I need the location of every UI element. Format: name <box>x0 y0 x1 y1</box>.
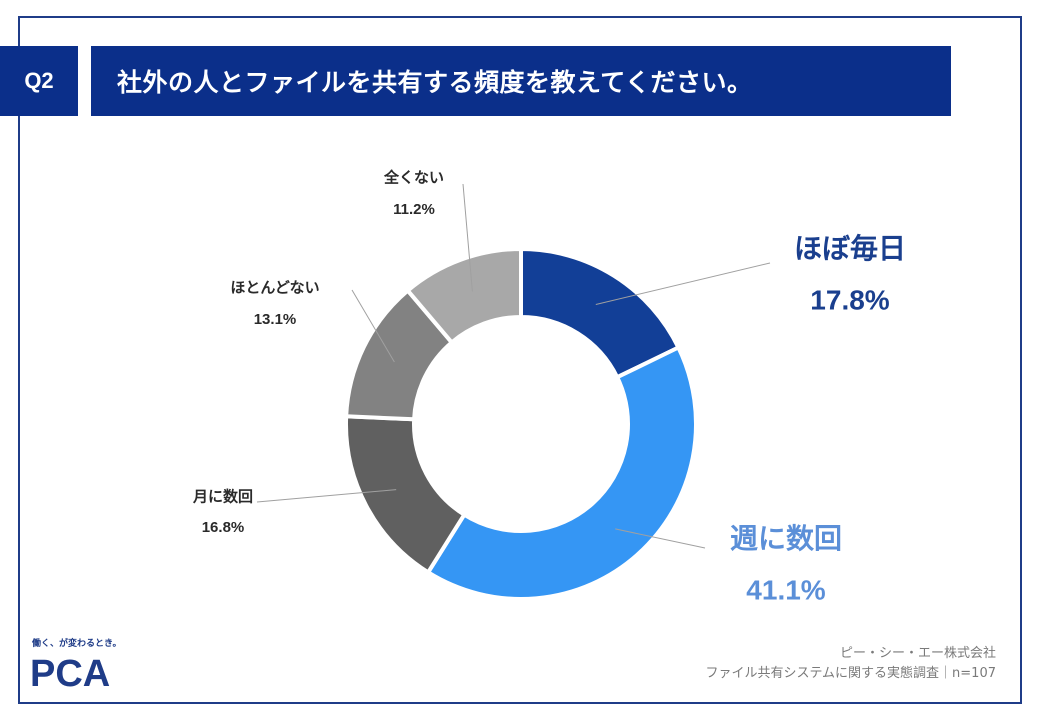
footer-survey: ファイル共有システムに関する実態調査｜n=107 <box>705 666 996 681</box>
leader-line <box>595 262 771 305</box>
value-label: 11.2% <box>393 201 435 218</box>
frame-border <box>18 16 1022 704</box>
brand-tagline: 働く、が変わるとき。 <box>32 639 122 649</box>
leader-line <box>351 289 395 363</box>
footer: ピー・シー・エー株式会社 ファイル共有システムに関する実態調査｜n=107 <box>705 644 996 684</box>
pca-logo: PCA <box>30 653 110 692</box>
leader-line <box>462 183 473 292</box>
category-label: 週に数回 <box>730 522 842 555</box>
donut-slice <box>425 344 698 601</box>
value-label: 41.1% <box>746 574 825 605</box>
category-label: 全くない <box>383 169 444 187</box>
pca-logo-text: PCA <box>30 653 110 692</box>
question-number-badge: Q2 <box>0 46 78 116</box>
value-label: 13.1% <box>254 311 297 328</box>
category-label: 月に数回 <box>192 488 253 506</box>
leader-line <box>615 528 706 549</box>
category-label: ほぼ毎日 <box>794 232 906 265</box>
question-title: 社外の人とファイルを共有する頻度を教えてください。 <box>91 46 951 116</box>
footer-company: ピー・シー・エー株式会社 <box>839 646 996 661</box>
category-label: ほとんどない <box>230 279 319 297</box>
leader-line <box>256 489 397 503</box>
value-label: 16.8% <box>202 519 245 536</box>
donut-slice <box>404 246 523 346</box>
value-label: 17.8% <box>810 284 889 315</box>
